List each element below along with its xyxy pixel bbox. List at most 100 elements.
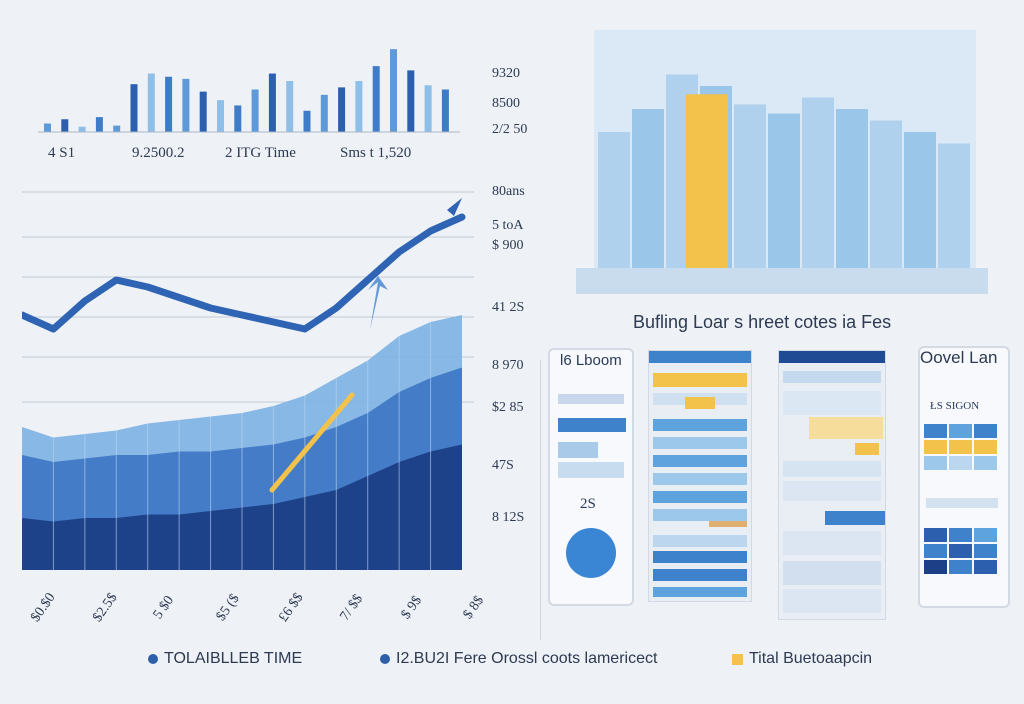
top-bar: [113, 125, 121, 132]
legend-item-2: I2.BU2I Fere Orossl coots lamericect: [380, 650, 657, 668]
left-panel-value: 2S: [580, 496, 596, 512]
grid-cell: [949, 528, 972, 542]
y-tick-label: 8 970: [492, 358, 524, 373]
y-tick-label: 47S: [492, 458, 514, 473]
panel-row: [783, 391, 881, 415]
right-bar: [836, 109, 868, 270]
right-bar: [598, 132, 630, 270]
right-bar: [768, 113, 800, 270]
top-bar: [372, 66, 380, 132]
panel-row: [653, 455, 747, 467]
top-bar: [320, 94, 328, 132]
main-area-chart: [22, 191, 474, 570]
top-bar: [61, 119, 69, 132]
panel-row: [653, 535, 747, 547]
top-bar: [165, 76, 173, 132]
y-tick-label: $ 900: [492, 238, 524, 253]
x-tick-label: $0.$0: [28, 590, 59, 625]
legend-label-1: TOLAIBLLEB TIME: [164, 650, 303, 667]
top-bar: [217, 100, 224, 132]
top-bar: [251, 89, 259, 132]
grid-cell: [949, 560, 972, 574]
legend-item-1: TOLAIBLLEB TIME: [148, 650, 302, 668]
panel-row: [653, 491, 747, 503]
left-panel-title: l6 Lboom: [560, 352, 622, 369]
panel-row: [709, 521, 747, 527]
panel-row: [653, 569, 747, 581]
right-panel-sub: ŁS SIGON: [930, 400, 980, 412]
panel-row: [653, 509, 747, 521]
right-bar: [632, 109, 664, 270]
y-tick-label: 8 12S: [492, 510, 525, 525]
panel-row: [783, 531, 881, 555]
x-tick-label: £6 $$: [276, 590, 307, 625]
x-tick-label: $2.5$: [90, 590, 121, 625]
trend-line: [22, 213, 466, 333]
grid-cell: [924, 440, 947, 454]
y-tick-label: 2/2 50: [492, 122, 528, 137]
y-tick-label: 5 toA: [492, 218, 524, 233]
x-tick-label: $ 9$: [398, 593, 426, 623]
top-bar: [424, 85, 432, 132]
right-bar-chart: [576, 30, 988, 294]
legend-dot: [380, 654, 390, 664]
top-bar: [234, 105, 242, 132]
grid-cell: [949, 440, 972, 454]
panel-row: [653, 437, 747, 449]
top-bar: [268, 73, 276, 132]
right-panel-title: Oovel Lan: [920, 348, 998, 367]
y-tick-label: $2 85: [492, 400, 524, 415]
top-bar: [44, 123, 51, 132]
top-bar: [390, 49, 397, 132]
grid-cell: [949, 424, 972, 438]
top-bar-chart: [38, 49, 460, 133]
right-bar: [734, 104, 766, 271]
panel-row: [855, 443, 879, 455]
x-tick-label: $ 8$: [460, 593, 488, 623]
legend-label-3: Tital Buetoaapcin: [749, 650, 873, 667]
right-bar: [938, 143, 970, 270]
x-tick-label: 5 $0: [150, 593, 178, 623]
grid-cell: [949, 544, 972, 558]
top-bar: [441, 89, 449, 132]
grid-cell: [974, 424, 997, 438]
legend-dot: [148, 654, 158, 664]
top-bar: [130, 84, 138, 132]
grid-cell: [924, 560, 947, 574]
yellow-stroke: [269, 392, 355, 493]
panel-row: [783, 561, 881, 585]
legend-item-3: Tital Buetoaapcin: [732, 650, 872, 668]
left-dashboard-panel: l6 Lboom 2S: [548, 348, 634, 606]
top-bar-label-3: 2 ITG Time: [225, 145, 296, 161]
top-bar: [199, 91, 207, 132]
top-bar: [95, 117, 103, 132]
x-tick-label: $5 ($: [213, 591, 243, 624]
highlight-bar: [686, 94, 728, 270]
panel-row: [653, 373, 747, 387]
panel-row: [653, 419, 747, 431]
top-bar: [303, 110, 311, 132]
panel-row: [809, 417, 883, 439]
grid-cell: [974, 544, 997, 558]
y-tick-label: 80ans: [492, 184, 525, 199]
panel-row: [653, 551, 747, 563]
panel-row: [653, 587, 747, 597]
top-bar: [147, 73, 155, 132]
top-bar: [355, 81, 363, 132]
top-bar: [78, 126, 86, 132]
legend-label-2: I2.BU2I Fere Orossl coots lamericect: [396, 650, 658, 667]
right-bar: [904, 132, 936, 270]
y-tick-label: 9320: [492, 66, 520, 81]
top-bar-label-1: 4 S1: [48, 145, 76, 161]
grid-cell: [924, 456, 947, 470]
panel-row: [783, 481, 881, 501]
right-bar: [870, 120, 902, 270]
grid-cell: [924, 528, 947, 542]
right-dashboard-panel: Oovel Lan ŁS SIGON: [918, 346, 1010, 608]
grid-cell: [974, 440, 997, 454]
phone-panel-1: [648, 350, 752, 602]
top-bar: [407, 70, 415, 132]
trend-arrow: [447, 198, 462, 216]
grid-cell: [974, 456, 997, 470]
grid-cell: [924, 544, 947, 558]
